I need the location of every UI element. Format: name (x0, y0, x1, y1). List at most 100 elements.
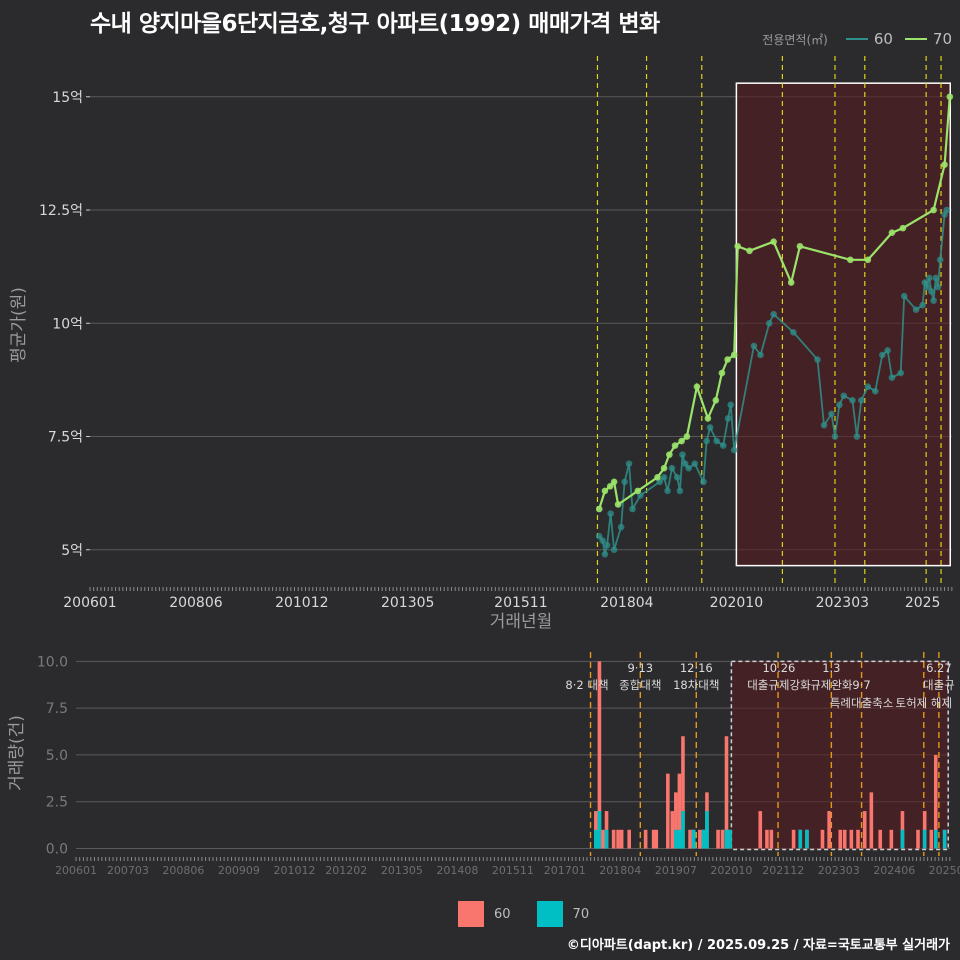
series-point-70 (847, 256, 854, 264)
series-point-60 (629, 505, 636, 513)
volume-xtick-label: 201202 (325, 864, 367, 877)
volume-bar-60 (611, 829, 616, 849)
series-point-60 (700, 478, 707, 486)
policy-annotation: 9·13 (627, 661, 653, 675)
volume-bar-70 (805, 829, 809, 849)
series-point-70 (718, 369, 726, 377)
volume-xtick-label: 200909 (218, 864, 260, 877)
volume-xtick-label: 202112 (762, 864, 804, 877)
chart-title: 수내 양지마을6단지금호,청구 아파트(1992) 매매가격 변화 (90, 11, 660, 37)
series-point-60 (713, 437, 720, 445)
series-point-60 (934, 283, 942, 291)
volume-bar-60 (688, 829, 692, 849)
volume-bar-60 (601, 829, 605, 849)
volume-bar-60 (616, 829, 620, 849)
policy-annotation: 규제완화 (810, 678, 853, 692)
volume-bar-60 (698, 829, 702, 849)
volume-bar-70 (705, 811, 709, 849)
policy-annotation: 대출규 (923, 678, 955, 692)
policy-annotation: 8·2 대책 (565, 678, 608, 692)
policy-annotation: 1.3 (822, 661, 840, 675)
bar-legend-label-60: 60 (494, 906, 511, 922)
volume-bar-60 (878, 829, 883, 849)
series-point-60 (840, 392, 848, 400)
volume-bar-70 (798, 829, 803, 849)
volume-bar-70 (674, 829, 678, 849)
volume-xtick-label: 201408 (436, 864, 478, 877)
volume-bar-60 (643, 829, 648, 849)
price-xaxis-title: 거래년월 (490, 612, 553, 632)
series-point-60 (757, 351, 764, 359)
price-xtick-label: 201305 (381, 595, 434, 611)
policy-annotation: 토허제 해제 (896, 696, 953, 710)
series-point-60 (884, 347, 891, 354)
volume-bar-70 (724, 829, 729, 849)
series-point-70 (787, 279, 795, 286)
volume-bar-60 (651, 829, 656, 849)
legend-label-70: 70 (932, 30, 952, 48)
volume-bar-70 (900, 829, 905, 849)
volume-bar-60 (720, 829, 725, 849)
volume-bar-60 (654, 829, 659, 849)
series-point-70 (678, 437, 685, 445)
series-point-60 (912, 306, 920, 313)
series-point-70 (724, 356, 731, 363)
volume-xtick-label: 201701 (544, 864, 586, 877)
volume-bar-60 (842, 829, 847, 849)
volume-bar-60 (670, 811, 675, 849)
series-point-60 (617, 523, 625, 531)
volume-xtick-label: 201012 (273, 864, 315, 877)
price-xtick-label: 201804 (600, 595, 654, 611)
series-point-60 (790, 329, 797, 336)
series-point-70 (712, 396, 720, 404)
policy-annotation: 12·16 (680, 661, 713, 675)
series-point-60 (932, 274, 940, 282)
price-xtick-label: 202010 (710, 595, 763, 611)
legend-title: 전용면적(㎡) (762, 32, 828, 47)
policy-annotation: 9·7 (852, 678, 870, 692)
series-point-60 (599, 537, 607, 545)
volume-bar-70 (701, 829, 706, 849)
volume-xtick-label: 201305 (381, 864, 423, 877)
price-yaxis-title: 평균가(원) (9, 287, 29, 363)
series-point-60 (888, 374, 896, 381)
policy-annotation: 18차대책 (673, 678, 719, 692)
series-point-70 (734, 242, 742, 250)
area-legend: 전용면적(㎡) 60 70 (762, 30, 952, 48)
volume-xtick-label: 200806 (162, 864, 204, 877)
price-ytick-label: 15억 (52, 90, 83, 106)
series-point-70 (704, 415, 712, 422)
series-point-70 (770, 238, 777, 246)
volume-bar-70 (597, 811, 602, 849)
series-point-60 (660, 473, 668, 481)
legend-swatch-60 (845, 38, 868, 40)
volume-bar-60 (838, 829, 843, 849)
volume-bar-60 (916, 829, 920, 849)
series-point-60 (879, 351, 886, 359)
policy-annotation: 대출규제강화 (747, 678, 811, 692)
series-point-60 (668, 464, 676, 472)
volume-bar-60 (791, 829, 796, 849)
volume-ytick-label: 0.0 (46, 842, 68, 858)
volume-bar-60 (827, 811, 831, 849)
volume-xtick-label: 201511 (492, 864, 534, 877)
volume-bar-70 (594, 829, 598, 849)
series-point-70 (930, 206, 937, 214)
series-point-60 (603, 541, 611, 549)
series-point-60 (857, 396, 865, 404)
volume-yaxis-title: 거래량(건) (7, 715, 27, 791)
price-xtick-label: 200601 (63, 595, 116, 611)
series-point-60 (621, 478, 628, 486)
series-point-60 (765, 319, 773, 327)
series-point-70 (864, 256, 872, 264)
volume-ytick-label: 5.0 (46, 748, 68, 764)
series-point-60 (836, 401, 843, 409)
series-point-60 (930, 297, 937, 304)
series-point-60 (719, 442, 727, 449)
volume-bar-60 (666, 773, 670, 849)
series-point-60 (664, 487, 671, 495)
volume-bar-60 (681, 736, 685, 849)
series-point-70 (601, 487, 609, 495)
series-point-70 (606, 483, 614, 490)
